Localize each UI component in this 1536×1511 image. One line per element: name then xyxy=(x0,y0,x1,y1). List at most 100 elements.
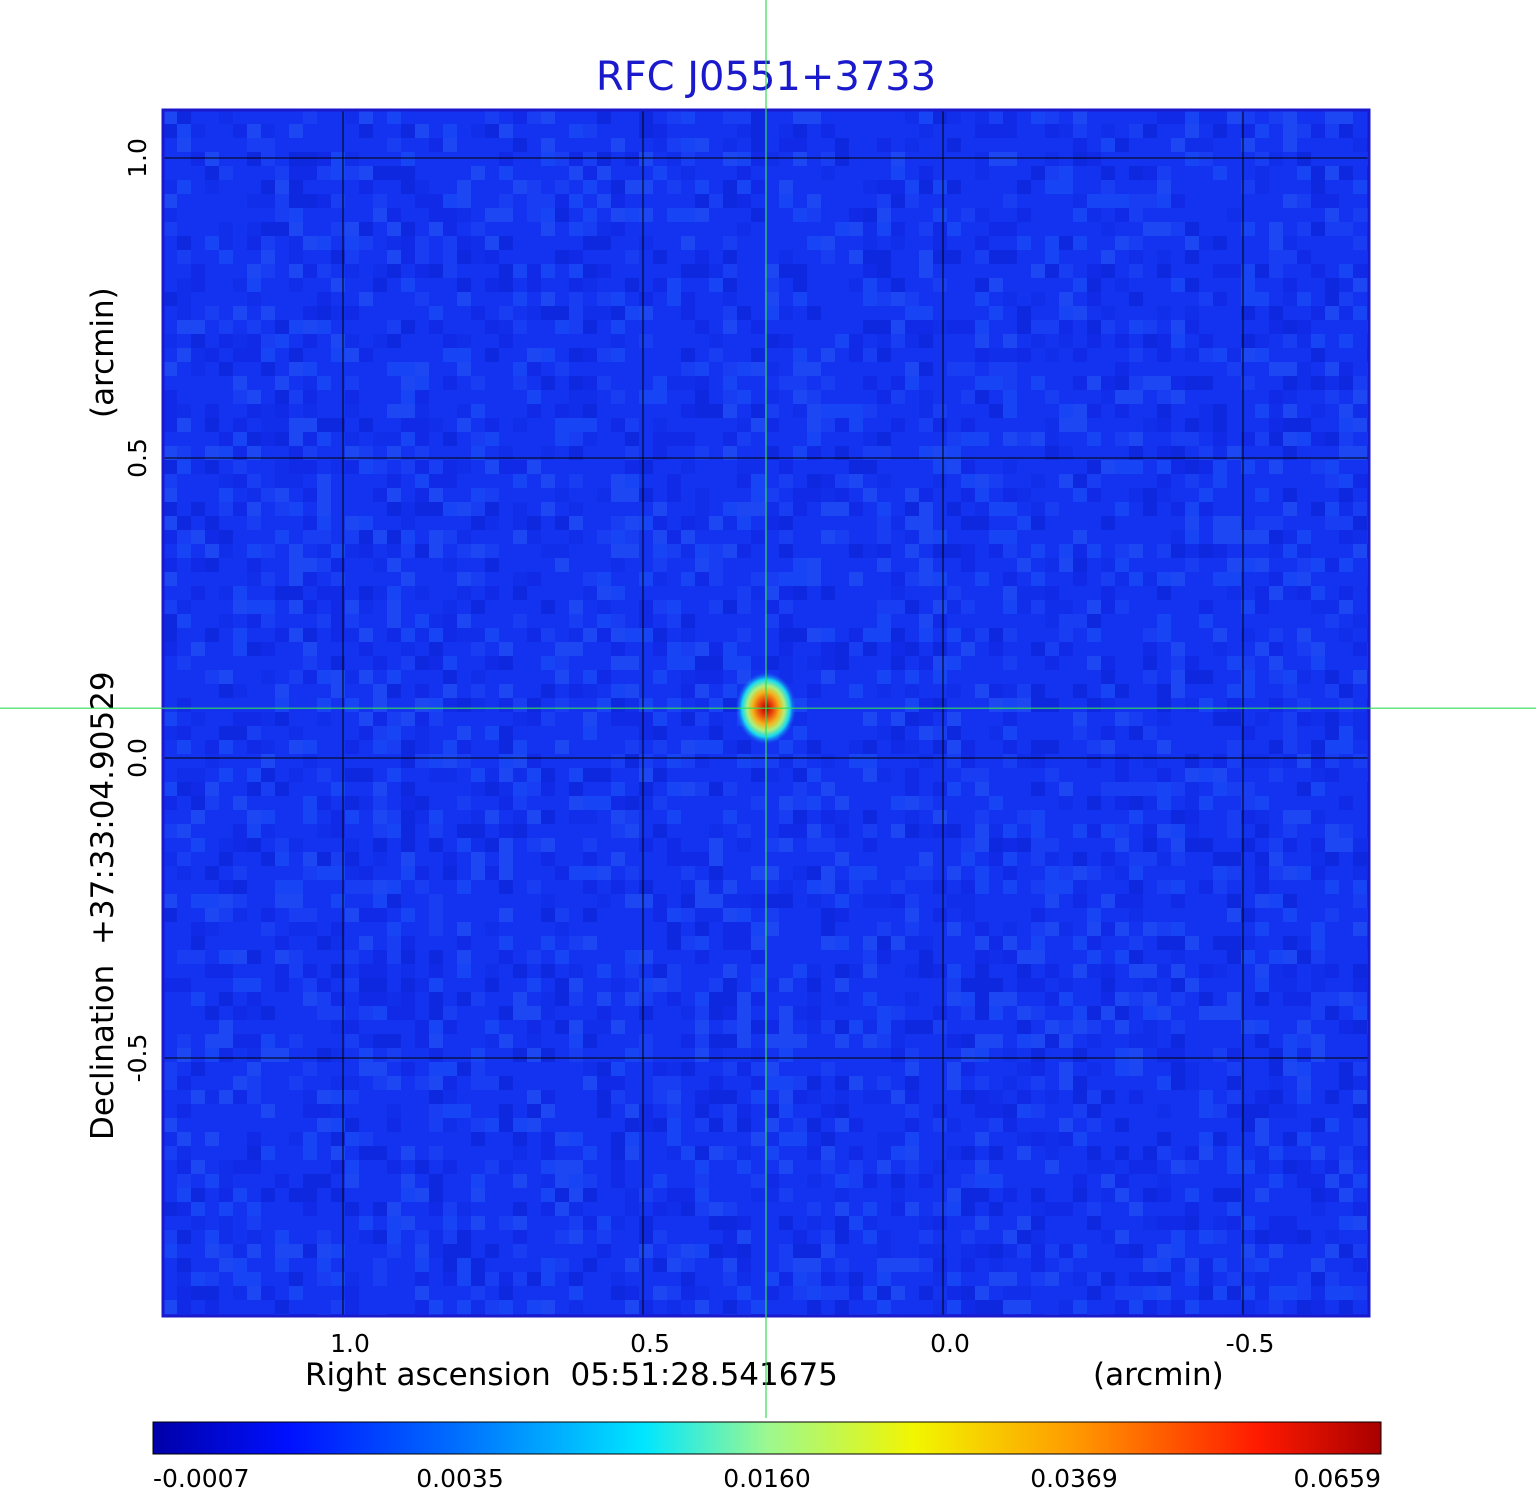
noise-cell xyxy=(1045,502,1059,516)
noise-cell xyxy=(919,334,933,348)
noise-cell xyxy=(1045,558,1059,572)
noise-cell xyxy=(723,1118,737,1132)
noise-cell xyxy=(821,936,835,950)
noise-cell xyxy=(387,432,401,446)
noise-cell xyxy=(1143,1160,1157,1174)
noise-cell xyxy=(1073,1272,1087,1286)
noise-cell xyxy=(1255,432,1269,446)
noise-cell xyxy=(947,894,961,908)
noise-cell xyxy=(933,404,947,418)
noise-cell xyxy=(1353,712,1367,726)
noise-cell xyxy=(863,376,877,390)
noise-cell xyxy=(891,236,905,250)
noise-cell xyxy=(1199,838,1213,852)
noise-cell xyxy=(205,740,219,754)
noise-cell xyxy=(1101,320,1115,334)
noise-cell xyxy=(611,852,625,866)
noise-cell xyxy=(625,516,639,530)
noise-cell xyxy=(961,1034,975,1048)
noise-cell xyxy=(681,236,695,250)
noise-cell xyxy=(303,978,317,992)
noise-cell xyxy=(219,1174,233,1188)
noise-cell xyxy=(1185,236,1199,250)
noise-cell xyxy=(1283,432,1297,446)
noise-cell xyxy=(1325,880,1339,894)
noise-cell xyxy=(1101,306,1115,320)
noise-cell xyxy=(471,852,485,866)
noise-cell xyxy=(611,558,625,572)
noise-cell xyxy=(485,978,499,992)
noise-cell xyxy=(345,852,359,866)
noise-cell xyxy=(1059,1076,1073,1090)
noise-cell xyxy=(793,110,807,124)
noise-cell xyxy=(1129,936,1143,950)
noise-cell xyxy=(723,922,737,936)
noise-cell xyxy=(1073,964,1087,978)
noise-cell xyxy=(415,194,429,208)
noise-cell xyxy=(919,166,933,180)
noise-cell xyxy=(653,572,667,586)
noise-cell xyxy=(373,1272,387,1286)
noise-cell xyxy=(1269,768,1283,782)
noise-cell xyxy=(765,404,779,418)
noise-cell xyxy=(1185,432,1199,446)
noise-cell xyxy=(807,1076,821,1090)
noise-cell xyxy=(373,796,387,810)
noise-cell xyxy=(849,208,863,222)
noise-cell xyxy=(1087,1104,1101,1118)
noise-cell xyxy=(1129,1202,1143,1216)
noise-cell xyxy=(1283,712,1297,726)
noise-cell xyxy=(1101,194,1115,208)
noise-cell xyxy=(681,362,695,376)
noise-cell xyxy=(233,1188,247,1202)
noise-cell xyxy=(849,642,863,656)
noise-cell xyxy=(667,656,681,670)
noise-cell xyxy=(863,1202,877,1216)
noise-cell xyxy=(583,796,597,810)
noise-cell xyxy=(793,782,807,796)
noise-cell xyxy=(1017,180,1031,194)
noise-cell xyxy=(1339,600,1353,614)
noise-cell xyxy=(1059,544,1073,558)
noise-cell xyxy=(1325,502,1339,516)
noise-cell xyxy=(1003,880,1017,894)
noise-cell xyxy=(233,348,247,362)
noise-cell xyxy=(457,1202,471,1216)
noise-cell xyxy=(1325,670,1339,684)
noise-cell xyxy=(947,180,961,194)
noise-cell xyxy=(765,1034,779,1048)
noise-cell xyxy=(835,1104,849,1118)
noise-cell xyxy=(275,1048,289,1062)
noise-cell xyxy=(1003,124,1017,138)
noise-cell xyxy=(1325,1174,1339,1188)
noise-cell xyxy=(779,628,793,642)
noise-cell xyxy=(1101,1188,1115,1202)
noise-cell xyxy=(331,250,345,264)
noise-cell xyxy=(1017,208,1031,222)
noise-cell xyxy=(513,460,527,474)
noise-cell xyxy=(947,628,961,642)
noise-cell xyxy=(527,1104,541,1118)
noise-cell xyxy=(1059,334,1073,348)
noise-cell xyxy=(1031,1202,1045,1216)
noise-cell xyxy=(779,1272,793,1286)
noise-cell xyxy=(233,1160,247,1174)
noise-cell xyxy=(905,320,919,334)
noise-cell xyxy=(877,334,891,348)
noise-cell xyxy=(1143,978,1157,992)
noise-cell xyxy=(1059,1020,1073,1034)
noise-cell xyxy=(723,404,737,418)
noise-cell xyxy=(723,936,737,950)
noise-cell xyxy=(1087,292,1101,306)
noise-cell xyxy=(1115,1244,1129,1258)
noise-cell xyxy=(1353,978,1367,992)
noise-cell xyxy=(1269,1286,1283,1300)
noise-cell xyxy=(751,1174,765,1188)
noise-cell xyxy=(709,1048,723,1062)
colorbar xyxy=(152,1421,1382,1455)
noise-cell xyxy=(947,544,961,558)
noise-cell xyxy=(611,1020,625,1034)
noise-cell xyxy=(289,348,303,362)
noise-cell xyxy=(723,376,737,390)
noise-cell xyxy=(1325,516,1339,530)
